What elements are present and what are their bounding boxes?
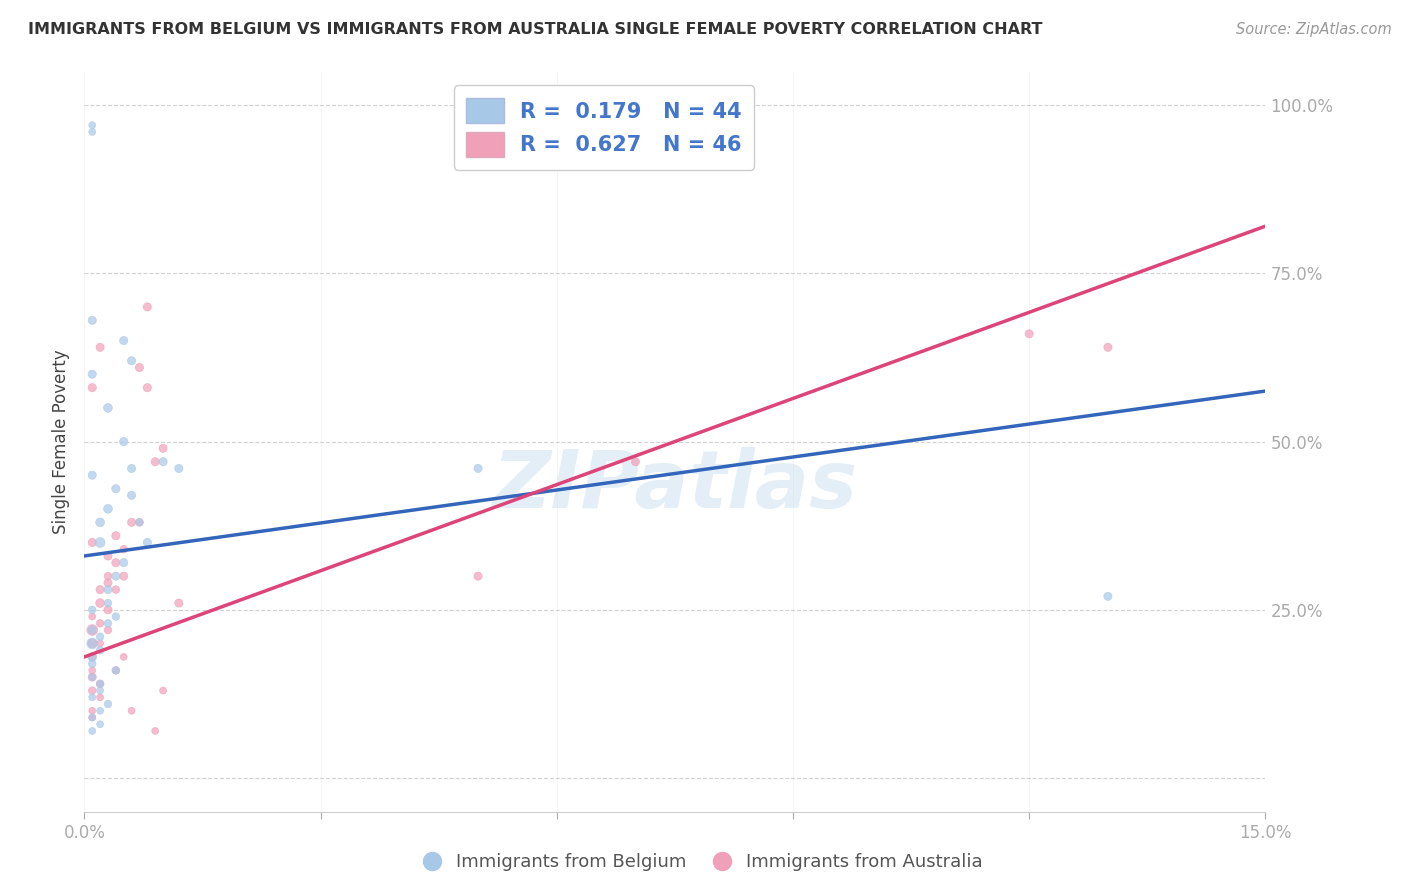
Point [104, 556, 127, 570]
Point [82, 636, 104, 650]
Point [97, 582, 120, 597]
Point [128, 516, 150, 530]
Point [97, 596, 120, 610]
Point [89, 630, 111, 644]
Point [89, 643, 111, 657]
Point [82, 381, 104, 395]
Point [112, 434, 135, 449]
Point [1097, 590, 1119, 604]
Point [82, 683, 104, 698]
Point [82, 125, 104, 139]
Point [89, 690, 111, 705]
Point [97, 697, 120, 711]
Point [1097, 340, 1119, 354]
Legend: R =  0.179   N = 44, R =  0.627   N = 46: R = 0.179 N = 44, R = 0.627 N = 46 [454, 86, 755, 169]
Point [1018, 326, 1040, 341]
Point [89, 636, 111, 650]
Point [136, 535, 159, 549]
Point [128, 516, 150, 530]
Text: IMMIGRANTS FROM BELGIUM VS IMMIGRANTS FROM AUSTRALIA SINGLE FEMALE POVERTY CORRE: IMMIGRANTS FROM BELGIUM VS IMMIGRANTS FR… [28, 22, 1043, 37]
Point [89, 582, 111, 597]
Point [97, 623, 120, 637]
Point [82, 636, 104, 650]
Point [121, 516, 143, 530]
Point [112, 542, 135, 557]
Point [97, 401, 120, 415]
Point [82, 468, 104, 483]
Point [136, 381, 159, 395]
Point [167, 461, 190, 475]
Y-axis label: Single Female Poverty: Single Female Poverty [52, 350, 70, 533]
Point [143, 455, 166, 469]
Point [121, 353, 143, 368]
Point [82, 535, 104, 549]
Point [152, 455, 174, 469]
Point [89, 596, 111, 610]
Point [89, 704, 111, 718]
Point [97, 603, 120, 617]
Point [167, 596, 190, 610]
Point [97, 616, 120, 631]
Point [112, 569, 135, 583]
Point [112, 556, 135, 570]
Point [104, 609, 127, 624]
Point [82, 670, 104, 684]
Point [97, 549, 120, 563]
Point [121, 488, 143, 502]
Point [97, 569, 120, 583]
Legend: Immigrants from Belgium, Immigrants from Australia: Immigrants from Belgium, Immigrants from… [416, 847, 990, 879]
Point [82, 723, 104, 738]
Point [89, 535, 111, 549]
Point [82, 368, 104, 382]
Point [97, 575, 120, 590]
Point [89, 616, 111, 631]
Point [152, 442, 174, 456]
Point [82, 623, 104, 637]
Point [82, 704, 104, 718]
Point [152, 683, 174, 698]
Text: Source: ZipAtlas.com: Source: ZipAtlas.com [1236, 22, 1392, 37]
Point [143, 723, 166, 738]
Point [82, 710, 104, 724]
Point [97, 501, 120, 516]
Point [104, 664, 127, 678]
Point [467, 461, 489, 475]
Point [467, 569, 489, 583]
Point [624, 455, 647, 469]
Point [82, 313, 104, 327]
Point [89, 683, 111, 698]
Point [128, 360, 150, 375]
Point [104, 569, 127, 583]
Point [82, 623, 104, 637]
Point [121, 704, 143, 718]
Point [89, 516, 111, 530]
Point [104, 482, 127, 496]
Point [89, 677, 111, 691]
Point [82, 649, 104, 664]
Point [82, 657, 104, 671]
Point [112, 649, 135, 664]
Point [104, 664, 127, 678]
Text: ZIPatlas: ZIPatlas [492, 447, 858, 525]
Point [82, 118, 104, 132]
Point [89, 340, 111, 354]
Point [112, 334, 135, 348]
Point [89, 717, 111, 731]
Point [104, 529, 127, 543]
Point [121, 461, 143, 475]
Point [82, 609, 104, 624]
Point [82, 649, 104, 664]
Point [104, 582, 127, 597]
Point [82, 603, 104, 617]
Point [82, 664, 104, 678]
Point [136, 300, 159, 314]
Point [82, 710, 104, 724]
Point [82, 670, 104, 684]
Point [89, 677, 111, 691]
Point [82, 690, 104, 705]
